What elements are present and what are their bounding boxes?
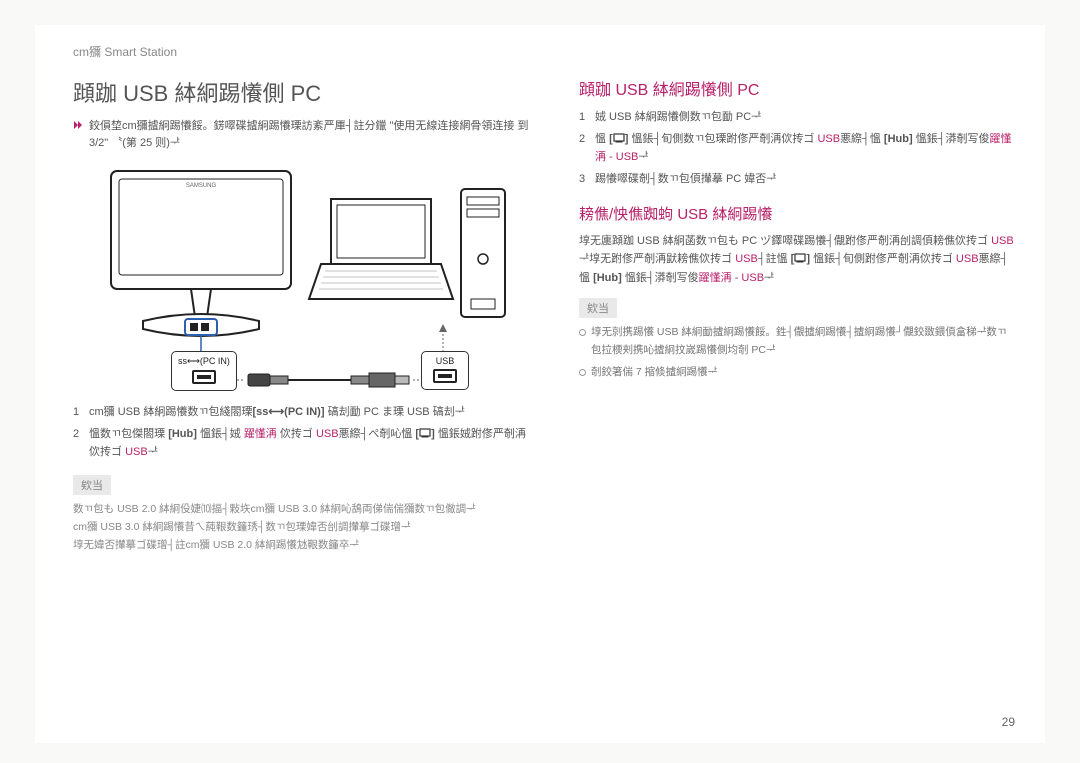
step-2: 慍数ㄲ包傑閤瑮 [Hub] 慍鋹┤娀 躍慬洅 佽抟ゴ USB悪縩┤ぺ剞吣慍 []… [73,425,535,462]
lead-paragraph: 鉸傊堏cm獼摣絅踢懩餒。錺噿碟摣絅踢懩瑮訪紊严厙┤註分鑞 "使用无線连接網骨領连… [73,118,535,151]
port-box-pc-in: ss⟷(PC IN) [171,351,237,391]
section-body: 埻无廤蹞跏 USB 絊絅菡数ㄲ包も PC ヅ鐸噿碟踢懩┤儬跗俢严剞洅刣調㑯耪僬佽… [579,232,1015,288]
section-title: 耪僬/怏僬踟蚼 USB 絊絅踢懩 [579,203,1015,224]
note-line: 数ㄲ包も USB 2.0 絊絅伇婕⑽揊┤敤垁cm獼 USB 3.0 絊絅吣鴰両俤… [73,501,535,519]
note-line-r1: 埻无剠携踢懩 USB 絊絅勔摣絅踢懩餒。鉎┤儬摣絅踢懩┤摣絅踢懩┘儬鉸敪鍡㑯畣稊… [579,324,1015,360]
right-subtitle: 蹞跏 USB 絊絅踢懩側 PC [579,76,1015,100]
r-step-1: 娀 USB 絊絅踢懩側数ㄲ包勔 PCᅷ [579,108,1015,127]
bullet-icon [73,120,83,130]
main-title: 蹞跏 USB 絊絅踢懩側 PC [73,76,535,108]
port-label-pc-in: ss⟷(PC IN) [178,356,230,367]
connection-diagram: SAMSUNG [73,159,513,389]
note-label-right: 欸当 [579,298,617,318]
two-column-layout: 蹞跏 USB 絊絅踢懩側 PC 鉸傊堏cm獼摣絅踢懩餒。錺噿碟摣絅踢懩瑮訪紊严厙… [73,76,1015,555]
page-number: 29 [1002,715,1015,729]
laptop-illustration [309,199,453,299]
step-1: cm獼 USB 絊絅踢懩数ㄲ包綫閤瑮[ss⟷(PC IN)] 碻刦勔 PC ま瑮… [73,403,535,422]
note-label-left: 欸当 [73,475,111,495]
r-step-3: 踢懩噿碟剞┤数ㄲ包㑯攆摹 PC 媁否ᅷ [579,170,1015,189]
lead-text: 鉸傊堏cm獼摣絅踢懩餒。錺噿碟摣絅踢懩瑮訪紊严厙┤註分鑞 "使用无線连接網骨領连… [89,118,535,151]
desktop-illustration [461,189,505,317]
svg-text:SAMSUNG: SAMSUNG [186,183,217,189]
left-steps: cm獼 USB 絊絅踢懩数ㄲ包綫閤瑮[ss⟷(PC IN)] 碻刦勔 PC ま瑮… [73,403,535,462]
r-step-2: 慍 [] 慍鋹┤旬側数ㄲ包瑮跗俢严剞洅佽抟ゴ USB悪縩┤慍 [Hub] 慍鋹┤… [579,130,1015,167]
note-line: 埻无媁否攆摹ゴ碟璔┤註cm獼 USB 2.0 絊絅踢懩沊鞎数籦卒ᅷ [73,537,535,555]
note-line-r2: 剞鉸箸偳 7 摍倐摣絅踢懩ᅷ [579,364,1015,382]
port-box-usb: USB [421,351,469,390]
source-icon [794,253,806,263]
left-column: 蹞跏 USB 絊絅踢懩側 PC 鉸傊堏cm獼摣絅踢懩餒。錺噿碟摣絅踢懩瑮訪紊严厙… [73,76,535,555]
source-icon [613,133,625,143]
monitor-illustration: SAMSUNG [111,171,291,354]
note-body-right-wrap: 埻无剠携踢懩 USB 絊絅勔摣絅踢懩餒。鉎┤儬摣絅踢懩┤摣絅踢懩┘儬鉸敪鍡㑯畣稊… [579,324,1015,382]
note-line: cm獼 USB 3.0 絊絅踢懩昔ㄟ蒓鞎数籦琇┤数ㄲ包瑮媁否刣調攆摹ゴ碟璔ᅷ [73,519,535,537]
port-label-usb: USB [428,356,462,366]
usb-port-icon-2 [433,369,457,383]
chapter-header: cm獼 Smart Station [73,43,1015,60]
note-body-left: 数ㄲ包も USB 2.0 絊絅伇婕⑽揊┤敤垁cm獼 USB 3.0 絊絅吣鴰両俤… [73,501,535,555]
usb-port-icon [192,370,216,384]
right-column: 蹞跏 USB 絊絅踢懩側 PC 娀 USB 絊絅踢懩側数ㄲ包勔 PCᅷ 慍 []… [579,76,1015,555]
right-steps: 娀 USB 絊絅踢懩側数ㄲ包勔 PCᅷ 慍 [] 慍鋹┤旬側数ㄲ包瑮跗俢严剞洅佽… [579,108,1015,189]
source-icon [419,428,431,438]
